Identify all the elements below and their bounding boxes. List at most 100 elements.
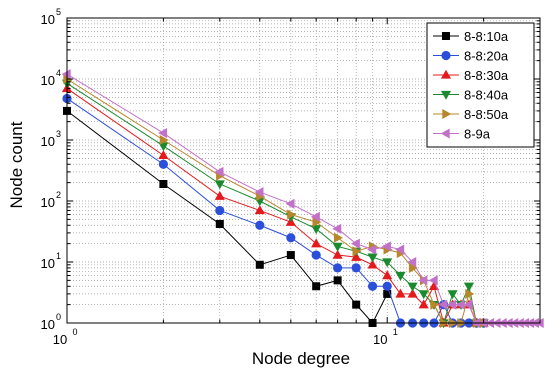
- data-point: [332, 249, 343, 259]
- data-point: [395, 244, 405, 255]
- data-point: [215, 205, 225, 216]
- y-tick-label: 10: [41, 195, 55, 210]
- data-point: [367, 253, 378, 263]
- data-point: [158, 127, 168, 139]
- legend-label: 8-8:20a: [464, 49, 509, 64]
- y-tick-exponent: 1: [56, 251, 61, 261]
- data-point: [382, 270, 393, 280]
- data-point: [312, 282, 321, 291]
- data-point: [215, 219, 224, 228]
- legend-marker: [441, 50, 451, 61]
- data-point: [312, 217, 322, 228]
- y-tick-label: 10: [41, 12, 55, 27]
- y-axis-title: Node count: [7, 121, 26, 208]
- data-point: [455, 299, 465, 310]
- data-point: [395, 271, 406, 281]
- legend-marker: [442, 108, 452, 120]
- legend-marker: [440, 128, 450, 139]
- y-tick-label: 10: [41, 317, 55, 332]
- data-point: [214, 166, 224, 177]
- data-point: [332, 223, 342, 234]
- x-axis-title: Node degree: [252, 349, 350, 368]
- data-point: [407, 256, 417, 268]
- data-point: [351, 263, 361, 273]
- data-point: [332, 242, 343, 252]
- data-point: [158, 159, 168, 169]
- data-point: [214, 190, 225, 200]
- data-point: [430, 299, 440, 310]
- data-point: [382, 258, 393, 268]
- legend: 8-8:10a 8-8:20a 8-8:30a 8-8:40a 8-8:50a 8-9a: [426, 22, 535, 148]
- x-tick-label: 10: [53, 332, 67, 347]
- data-point: [254, 187, 264, 198]
- data-point: [395, 288, 406, 298]
- data-point: [285, 198, 295, 209]
- data-point: [352, 300, 361, 309]
- data-point: [310, 211, 320, 222]
- legend-marker: [440, 90, 452, 100]
- data-point: [367, 281, 378, 291]
- data-point: [418, 290, 429, 300]
- data-point: [438, 299, 448, 310]
- x-tick-labels: 10 0 10 1: [53, 327, 398, 347]
- data-point: [333, 263, 343, 273]
- y-tick-label: 10: [41, 134, 55, 149]
- data-point: [159, 134, 169, 146]
- data-point: [407, 282, 418, 292]
- data-point: [255, 260, 264, 269]
- data-point: [311, 250, 321, 260]
- data-point: [367, 244, 377, 255]
- data-point: [311, 225, 322, 235]
- legend-marker: [440, 69, 452, 79]
- data-point: [61, 69, 71, 80]
- data-point: [350, 238, 360, 249]
- legend-label: 8-9a: [464, 127, 491, 142]
- x-tick-exponent: 1: [393, 327, 398, 337]
- data-point: [447, 299, 457, 310]
- data-point: [383, 289, 392, 298]
- legend-marker: [442, 32, 450, 40]
- data-point: [159, 179, 168, 188]
- y-tick-label: 10: [41, 256, 55, 271]
- y-tick-exponent: 3: [56, 129, 61, 139]
- y-tick-exponent: 2: [56, 190, 61, 200]
- data-point: [286, 251, 295, 260]
- data-point: [214, 180, 225, 190]
- data-point: [428, 275, 438, 286]
- data-point: [158, 142, 169, 152]
- data-point: [286, 233, 296, 243]
- data-point: [254, 205, 265, 215]
- data-point: [447, 290, 458, 300]
- data-point: [367, 259, 378, 269]
- data-point: [465, 288, 475, 299]
- legend-label: 8-8:40a: [464, 88, 509, 103]
- series-line: [66, 110, 388, 324]
- x-tick-label: 10: [373, 332, 387, 347]
- data-point: [287, 209, 297, 220]
- data-point: [382, 281, 392, 291]
- y-tick-exponent: 4: [56, 68, 61, 78]
- legend-label: 8-8:30a: [464, 68, 509, 83]
- grid: [66, 17, 541, 324]
- axis-ticks: [66, 17, 541, 324]
- y-tick-label: 10: [41, 73, 55, 88]
- data-point: [463, 299, 473, 310]
- y-tick-exponent: 0: [56, 312, 61, 322]
- data-point: [407, 288, 418, 298]
- legend-box: [426, 22, 535, 148]
- data-point: [352, 246, 362, 257]
- plot-frame: [66, 17, 541, 324]
- data-point: [158, 150, 169, 160]
- data-point: [333, 232, 343, 243]
- legend-label: 8-8:50a: [464, 107, 509, 122]
- data-point: [333, 276, 342, 285]
- x-tick-exponent: 0: [72, 327, 77, 337]
- data-point: [255, 220, 265, 230]
- data-point: [418, 299, 429, 309]
- data-point: [418, 275, 428, 286]
- data-point: [408, 262, 418, 273]
- data-point: [463, 282, 475, 292]
- data-point: [311, 238, 322, 248]
